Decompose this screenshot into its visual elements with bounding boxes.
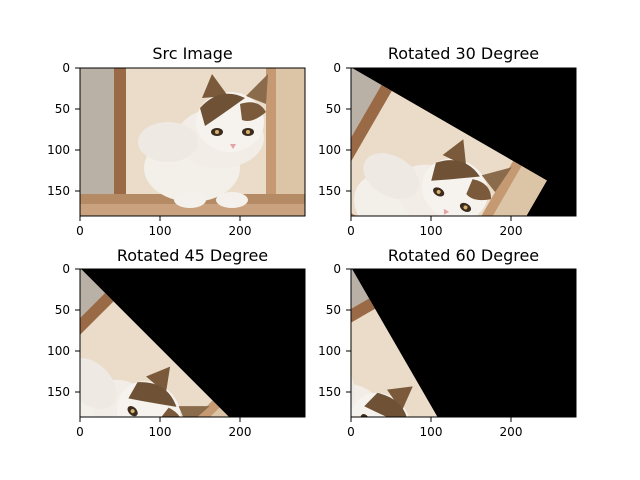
panel-title: Rotated 45 Degree [117,246,268,265]
y-tick-label: 150 [318,385,341,399]
x-tick-label: 200 [229,425,252,439]
y-tick-label: 50 [55,102,70,116]
x-axis: 0 100 200 [347,216,522,238]
x-tick-label: 0 [76,224,84,238]
x-tick-label: 0 [347,425,355,439]
y-tick-label: 150 [318,184,341,198]
x-axis: 0 100 200 [76,417,251,439]
y-tick-label: 50 [326,303,341,317]
panel-src-image: Src Image 0 50 100 150 0 100 200 [47,44,306,238]
y-tick-label: 0 [62,61,70,75]
y-tick-label: 0 [333,61,341,75]
x-axis: 0 100 200 [76,216,251,238]
y-axis: 0 50 100 150 [47,262,80,399]
x-tick-label: 100 [420,425,443,439]
y-tick-label: 50 [55,303,70,317]
panel-rotated-45: Rotated 45 Degree 0 50 100 150 0 100 200 [47,246,306,439]
y-axis: 0 50 100 150 [318,262,351,399]
x-tick-label: 0 [347,224,355,238]
panel-rotated-30: Rotated 30 Degree 0 50 100 150 0 100 200 [318,44,577,238]
x-tick-label: 200 [500,224,523,238]
y-tick-label: 100 [47,143,70,157]
y-tick-label: 0 [333,262,341,276]
y-tick-label: 150 [47,385,70,399]
panel-title: Rotated 30 Degree [388,44,539,63]
x-tick-label: 200 [500,425,523,439]
panel-rotated-60: Rotated 60 Degree 0 50 100 150 0 100 200 [318,246,577,439]
x-tick-label: 100 [149,425,172,439]
y-axis: 0 50 100 150 [318,61,351,198]
y-tick-label: 100 [318,344,341,358]
panel-title: Src Image [152,44,232,63]
x-tick-label: 0 [76,425,84,439]
x-tick-label: 100 [420,224,443,238]
y-tick-label: 50 [326,102,341,116]
y-tick-label: 100 [47,344,70,358]
x-tick-label: 100 [149,224,172,238]
x-tick-label: 200 [229,224,252,238]
y-tick-label: 0 [62,262,70,276]
x-axis: 0 100 200 [347,417,522,439]
panel-title: Rotated 60 Degree [388,246,539,265]
y-axis: 0 50 100 150 [47,61,80,198]
y-tick-label: 100 [318,143,341,157]
y-tick-label: 150 [47,184,70,198]
